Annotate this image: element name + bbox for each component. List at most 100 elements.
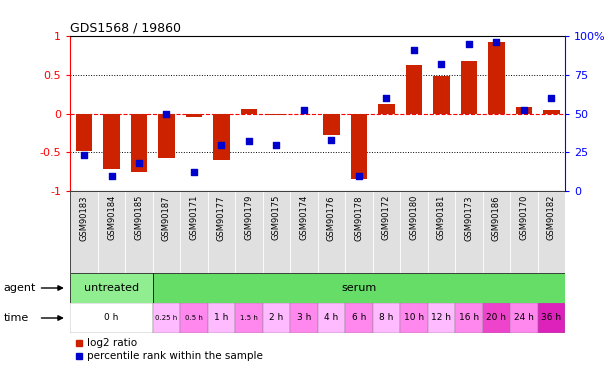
Text: 0.5 h: 0.5 h xyxy=(185,315,203,321)
Bar xyxy=(543,110,560,114)
Point xyxy=(327,137,337,143)
Bar xyxy=(400,303,428,333)
Bar xyxy=(428,303,455,333)
Text: untreated: untreated xyxy=(84,283,139,293)
Text: GSM90186: GSM90186 xyxy=(492,195,501,241)
Bar xyxy=(125,191,153,273)
Bar xyxy=(208,303,235,333)
Text: 6 h: 6 h xyxy=(352,314,366,322)
Point xyxy=(381,95,392,101)
Text: GSM90182: GSM90182 xyxy=(547,195,556,240)
Bar xyxy=(345,191,373,273)
Point xyxy=(409,47,419,53)
Text: 20 h: 20 h xyxy=(486,314,507,322)
Text: GSM90179: GSM90179 xyxy=(244,195,254,240)
Bar xyxy=(406,66,422,114)
Bar xyxy=(461,61,477,114)
Bar xyxy=(241,109,257,114)
Bar xyxy=(455,191,483,273)
Text: GSM90183: GSM90183 xyxy=(79,195,89,241)
Text: 0 h: 0 h xyxy=(104,314,119,322)
Bar xyxy=(483,303,510,333)
Text: time: time xyxy=(4,313,29,323)
Bar xyxy=(323,114,340,135)
Point xyxy=(189,170,199,176)
Text: GDS1568 / 19860: GDS1568 / 19860 xyxy=(70,21,181,34)
Bar xyxy=(538,191,565,273)
Bar xyxy=(510,191,538,273)
Text: 3 h: 3 h xyxy=(297,314,311,322)
Bar xyxy=(70,191,98,273)
Text: 4 h: 4 h xyxy=(324,314,338,322)
Point xyxy=(299,107,309,113)
Point xyxy=(79,152,89,158)
Bar xyxy=(428,191,455,273)
Point xyxy=(437,61,447,67)
Bar xyxy=(345,303,373,333)
Bar xyxy=(70,303,153,333)
Bar xyxy=(98,191,125,273)
Text: 16 h: 16 h xyxy=(459,314,479,322)
Bar xyxy=(510,303,538,333)
Text: GSM90184: GSM90184 xyxy=(107,195,116,240)
Text: 12 h: 12 h xyxy=(431,314,452,322)
Text: 0.25 h: 0.25 h xyxy=(155,315,178,321)
Bar xyxy=(455,303,483,333)
Bar xyxy=(158,114,175,159)
Bar xyxy=(483,191,510,273)
Bar xyxy=(318,191,345,273)
Bar xyxy=(538,303,565,333)
Text: GSM90177: GSM90177 xyxy=(217,195,226,241)
Point xyxy=(354,172,364,178)
Text: GSM90172: GSM90172 xyxy=(382,195,391,240)
Bar xyxy=(235,191,263,273)
Point xyxy=(244,138,254,144)
Text: 2 h: 2 h xyxy=(269,314,284,322)
Text: 1 h: 1 h xyxy=(214,314,229,322)
Text: 8 h: 8 h xyxy=(379,314,393,322)
Bar xyxy=(373,303,400,333)
Point xyxy=(519,107,529,113)
Bar xyxy=(180,303,208,333)
Point xyxy=(134,160,144,166)
Point xyxy=(161,111,171,117)
Text: agent: agent xyxy=(4,283,36,293)
Text: GSM90187: GSM90187 xyxy=(162,195,171,241)
Bar xyxy=(318,303,345,333)
Text: 1.5 h: 1.5 h xyxy=(240,315,258,321)
Bar xyxy=(235,303,263,333)
Text: GSM90173: GSM90173 xyxy=(464,195,474,241)
Text: 36 h: 36 h xyxy=(541,314,562,322)
Bar xyxy=(351,114,367,179)
Text: GSM90180: GSM90180 xyxy=(409,195,419,240)
Bar xyxy=(516,107,532,114)
Text: GSM90175: GSM90175 xyxy=(272,195,281,240)
Bar xyxy=(153,303,180,333)
Text: GSM90174: GSM90174 xyxy=(299,195,309,240)
Bar xyxy=(290,303,318,333)
Bar xyxy=(76,114,92,151)
Bar xyxy=(180,191,208,273)
Text: GSM90170: GSM90170 xyxy=(519,195,529,240)
Text: serum: serum xyxy=(342,283,376,293)
Bar xyxy=(263,191,290,273)
Text: GSM90185: GSM90185 xyxy=(134,195,144,240)
Bar xyxy=(263,303,290,333)
Text: GSM90171: GSM90171 xyxy=(189,195,199,240)
Text: GSM90181: GSM90181 xyxy=(437,195,446,240)
Bar xyxy=(433,76,450,114)
Text: 10 h: 10 h xyxy=(404,314,424,322)
Bar xyxy=(213,114,230,160)
Point xyxy=(107,172,117,178)
Bar xyxy=(70,273,153,303)
Text: GSM90178: GSM90178 xyxy=(354,195,364,241)
Bar xyxy=(103,114,120,169)
Point xyxy=(464,41,474,47)
Bar xyxy=(290,191,318,273)
Bar xyxy=(131,114,147,172)
Bar xyxy=(268,114,285,115)
Bar xyxy=(153,191,180,273)
Bar xyxy=(488,42,505,114)
Bar xyxy=(186,114,202,117)
Bar xyxy=(373,191,400,273)
